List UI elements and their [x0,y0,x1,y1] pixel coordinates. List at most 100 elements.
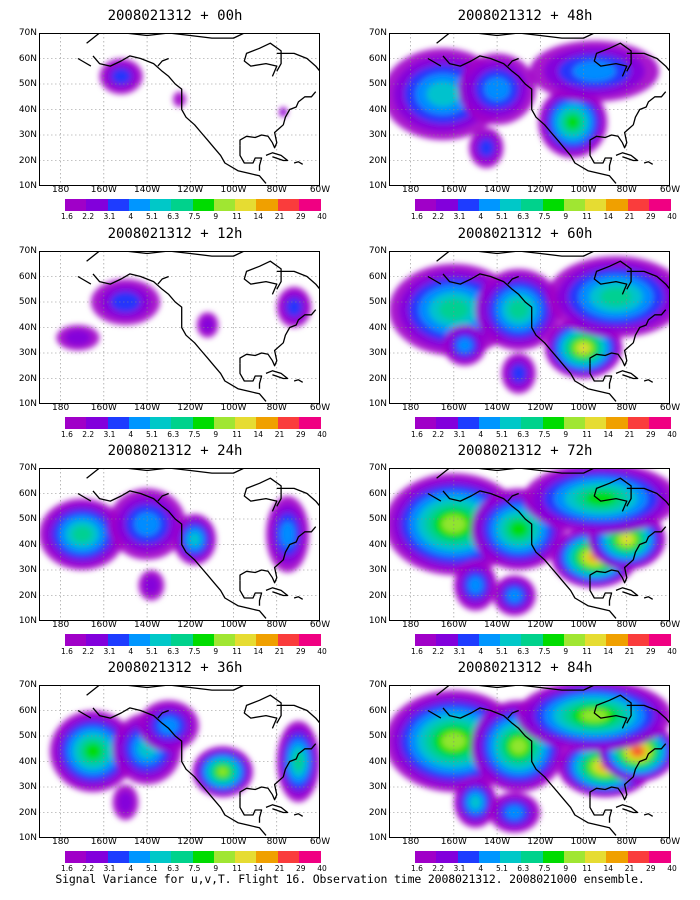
colorbar-ticks: 1.6 2.2 3.1 4 5.1 6.3 7.5 9 11 14 21 29 40 [61,212,327,223]
colorbar-tick-label: 29 [645,430,656,439]
lat-tick-label: 70N [368,246,387,256]
lon-tick-label: 140W [134,620,161,630]
coastline [615,152,639,162]
colorbar-swatch [415,851,437,863]
lon-tick-label: 100W [570,837,597,847]
lon-tick-label: 80W [616,837,637,847]
colorbar-tick-label: 3.1 [453,430,466,439]
colorbar-tick-label: 14 [603,864,614,873]
colorbar-tick-label: 9 [213,430,219,439]
coastline [643,596,654,600]
coastline [589,526,667,584]
colorbar-tick-label: 14 [603,647,614,656]
coastline [436,685,595,696]
lon-tick-label: 60W [309,403,331,413]
colorbar-swatch [542,417,565,429]
colorbar-swatch [606,851,628,863]
colorbar-tick-label: 29 [295,212,306,221]
lat-tick-label: 40N [368,322,387,333]
colorbar-tick-label: 21 [274,647,285,656]
lat-tick-label: 10N [368,181,387,191]
lat-tick-label: 30N [18,565,37,575]
lat-tick-label: 20N [368,807,387,818]
map-panel: 2008021312 + 60h 70N 60N 50N 40N 30N 20N 10N 180… [355,220,695,439]
lat-tick-label: 10N [18,181,37,191]
coastline [243,477,282,512]
lon-tick-label: 180 [402,185,420,195]
colorbar-swatch [150,417,172,429]
colorbar-swatch [128,634,151,646]
colorbar-swatch [627,851,650,863]
coastline [243,260,282,295]
lat-tick-label: 20N [18,155,37,166]
coastline [442,55,617,184]
variance-contour [509,521,529,538]
coastline [276,704,320,724]
colorbar-tick-label: 6.3 [517,430,530,439]
colorbar-tick-label: 5.1 [146,430,158,439]
lon-tick-label: 100W [570,185,597,195]
lon-tick-label: 140W [484,185,511,195]
coastline [427,709,442,719]
variance-contour [511,364,527,383]
colorbar-swatch [107,634,130,646]
map-panel: 2008021312 + 12h 70N 60N 50N 40N 30N 20N 10N 180… [5,220,345,441]
colorbar-swatch [542,634,565,646]
coastline [92,490,267,619]
colorbar-tick-label: 5.1 [496,430,508,439]
coastline [86,251,245,262]
lat-tick-label: 70N [18,463,37,473]
coastline [157,57,169,67]
map-panel: 2008021312 + 00h 70N 60N 50N 40N 30N 20N 10N 180… [5,2,345,223]
variance-contour [565,115,580,130]
colorbar-swatch [277,634,300,646]
lon-tick-label: 120W [177,185,204,195]
colorbar-tick-label: 14 [253,430,264,439]
lat-tick-label: 70N [368,463,387,473]
lon-tick-label: 180 [52,837,70,847]
lat-tick-label: 10N [18,616,37,626]
colorbar-tick-label: 40 [667,864,677,873]
colorbar-tick-label: 1.6 [411,864,423,873]
coastline [157,492,169,502]
lon-tick-label: 100W [220,185,247,195]
lat-tick-label: 30N [18,348,37,358]
colorbar-ticks: 1.6 2.2 3.1 4 5.1 6.3 7.5 9 11 14 21 29 40 [61,430,327,441]
map-plot [389,468,670,621]
colorbar-swatch [256,634,278,646]
colorbar-swatch [277,851,300,863]
coastline [77,709,92,719]
colorbar-swatch [65,199,87,211]
lat-tick-label: 50N [368,514,387,524]
colorbar-tick-label: 40 [317,647,327,656]
signal-variance-field [56,279,312,351]
colorbar-tick-label: 1.6 [61,647,73,656]
lon-tick-label: 100W [570,403,597,413]
lon-tick-label: 160W [90,185,117,195]
coastline [427,57,442,67]
coastline [442,273,617,402]
colorbar-swatch [128,199,151,211]
coastline [589,580,613,606]
lat-tick-label: 10N [18,399,37,409]
lat-tick-label: 30N [368,782,387,792]
colorbar-tick-label: 7.5 [538,212,551,221]
colorbar-tick-label: 1.6 [411,647,423,656]
colorbar-tick-label: 4 [478,864,484,873]
coastline [86,685,245,696]
lat-tick-label: 70N [368,680,387,690]
lat-tick-label: 60N [368,271,387,282]
coastline [239,91,317,149]
colorbar-swatch [192,199,215,211]
colorbar-tick-label: 7.5 [538,647,551,656]
colorbar-tick-label: 6.3 [517,212,530,221]
colorbar-swatch [648,851,671,863]
colorbar-swatch [277,417,300,429]
colorbar-tick-label: 6.3 [517,864,530,873]
lat-tick-label: 40N [18,756,37,767]
lon-tick-label: 140W [134,185,161,195]
coastline [507,275,519,285]
colorbar-swatch [648,199,671,211]
colorbar-tick-label: 29 [645,212,656,221]
colorbar-tick-label: 9 [213,212,219,221]
